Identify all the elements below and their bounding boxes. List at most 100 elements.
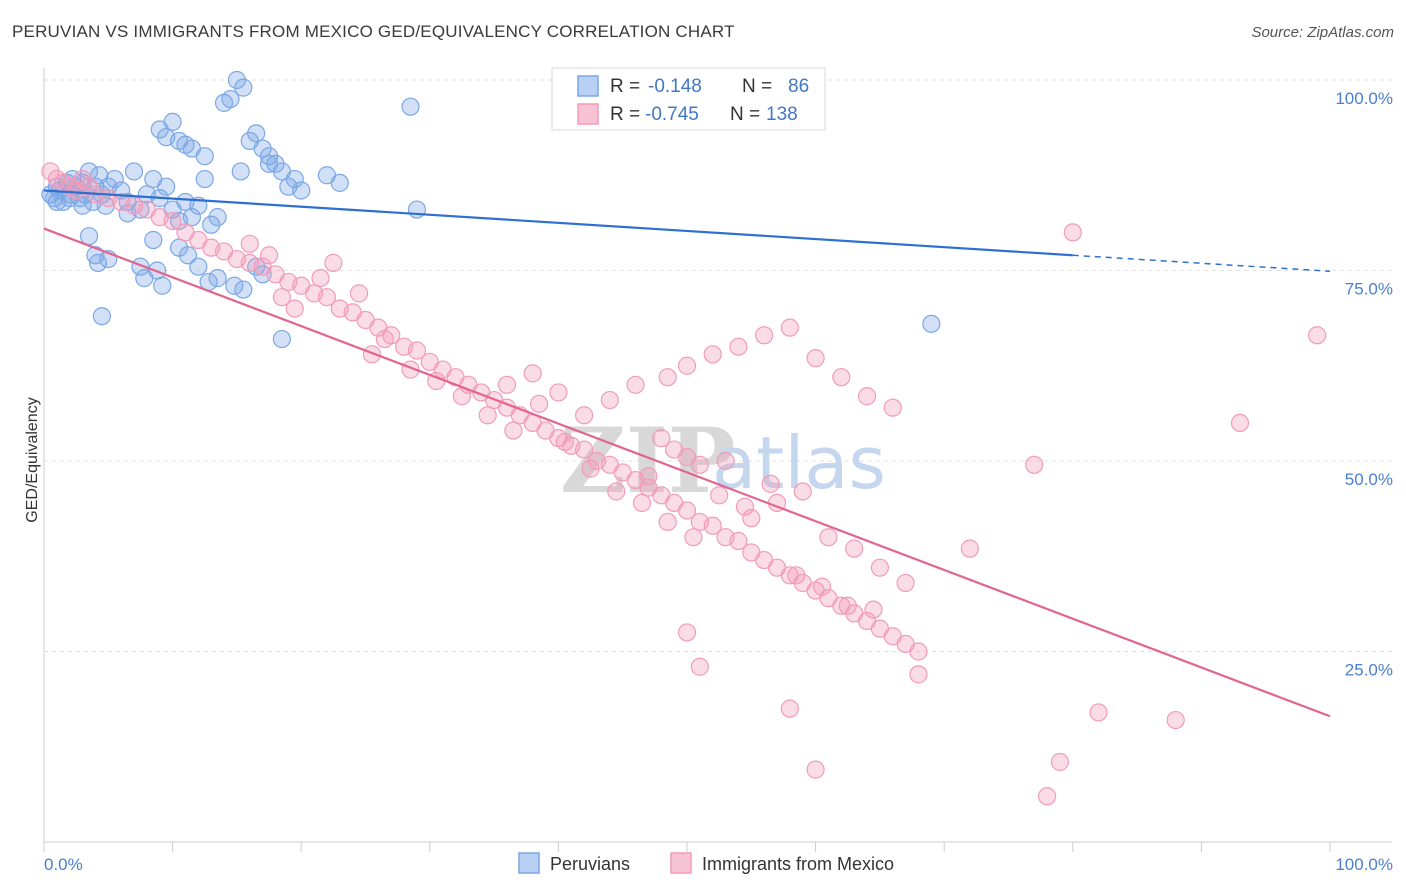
point-series-0-37 xyxy=(221,89,240,109)
legend-swatch-peruvians xyxy=(518,852,540,874)
point-series-1-101 xyxy=(652,429,671,448)
point-series-0-43 xyxy=(259,147,279,166)
point-series-1-127 xyxy=(857,387,877,406)
point-series-1-6 xyxy=(79,177,99,196)
point-series-1-74 xyxy=(311,269,330,288)
point-series-0-60 xyxy=(118,204,137,223)
point-series-1-115 xyxy=(549,383,568,402)
point-series-1-141 xyxy=(677,623,697,642)
point-series-1-73 xyxy=(324,253,343,272)
point-series-1-142 xyxy=(909,665,928,684)
trend-extension-0 xyxy=(1072,254,1331,273)
y-tick-labels: 100.0% 75.0% 50.0% 25.0% xyxy=(1335,89,1393,680)
point-series-0-76 xyxy=(272,329,292,349)
point-series-1-126 xyxy=(832,368,851,387)
point-series-1-123 xyxy=(755,326,774,345)
x-tick-label-right: 100.0% xyxy=(1335,855,1393,874)
point-series-0-39 xyxy=(234,78,253,97)
legend: Peruvians Immigrants from Mexico xyxy=(518,852,894,874)
point-series-1-98 xyxy=(838,596,857,615)
point-series-1-99 xyxy=(864,600,883,619)
point-series-1-55 xyxy=(703,516,722,535)
point-series-0-38 xyxy=(227,70,246,90)
point-series-1-117 xyxy=(600,390,619,410)
point-series-0-51 xyxy=(163,112,182,132)
point-series-0-72 xyxy=(234,280,253,299)
point-series-0-47 xyxy=(285,169,304,189)
watermark: ZIP atlas xyxy=(560,408,886,514)
y-tick-label-2: 50.0% xyxy=(1345,470,1393,489)
point-series-0-19 xyxy=(105,169,124,189)
point-series-0-80 xyxy=(231,162,250,181)
point-series-0-27 xyxy=(157,177,176,196)
point-series-1-76 xyxy=(272,288,292,307)
chart-title: PERUVIAN VS IMMIGRANTS FROM MEXICO GED/E… xyxy=(12,22,735,41)
point-series-1-105 xyxy=(716,451,735,471)
point-series-1-124 xyxy=(780,318,799,337)
point-series-1-136 xyxy=(1050,752,1070,772)
point-series-1-79 xyxy=(362,345,382,364)
point-series-0-22 xyxy=(124,162,144,181)
trend-line-0 xyxy=(43,189,1073,257)
point-series-1-13 xyxy=(163,211,182,231)
point-series-1-71 xyxy=(909,642,928,661)
point-series-1-90 xyxy=(632,493,652,513)
point-series-1-108 xyxy=(793,482,812,501)
point-series-1-87 xyxy=(555,432,574,452)
y-tick-label-1: 75.0% xyxy=(1345,280,1393,299)
point-series-1-128 xyxy=(883,398,902,417)
point-series-0-56 xyxy=(79,227,99,246)
point-series-1-94 xyxy=(735,497,754,516)
point-series-0-79 xyxy=(259,154,279,173)
point-series-1-93 xyxy=(710,486,729,505)
point-series-1-114 xyxy=(523,364,542,383)
point-series-1-45 xyxy=(575,440,594,459)
point-series-0-70 xyxy=(208,269,227,288)
point-series-1-130 xyxy=(1308,326,1327,345)
point-series-1-134 xyxy=(1089,703,1108,722)
point-series-1-95 xyxy=(761,474,780,493)
point-series-0-55 xyxy=(195,147,214,166)
point-series-0-86 xyxy=(73,196,92,215)
point-series-0-82 xyxy=(330,173,349,192)
point-series-1-120 xyxy=(677,356,697,375)
point-series-1-5 xyxy=(73,169,92,189)
point-series-1-91 xyxy=(658,512,677,532)
point-series-1-32 xyxy=(407,341,427,360)
point-series-0-68 xyxy=(189,257,208,276)
point-series-1-122 xyxy=(729,337,748,356)
point-series-0-58 xyxy=(88,253,108,272)
point-series-0-83 xyxy=(922,314,941,333)
point-series-1-72 xyxy=(349,284,369,303)
stats-swatch-mexico xyxy=(577,103,599,125)
point-series-1-104 xyxy=(690,455,709,474)
point-series-0-42 xyxy=(253,139,272,158)
y-tick-label-0: 100.0% xyxy=(1335,89,1393,108)
point-series-1-106 xyxy=(742,509,761,528)
point-series-1-85 xyxy=(504,421,523,440)
point-series-1-89 xyxy=(607,482,626,501)
point-series-1-112 xyxy=(896,573,915,593)
point-series-1-77 xyxy=(259,246,279,265)
point-series-1-92 xyxy=(684,528,703,547)
stats-n-value-2: 138 xyxy=(766,104,798,125)
point-series-1-97 xyxy=(812,577,832,596)
point-series-0-78 xyxy=(401,97,420,116)
stats-n-label-2: N = xyxy=(730,104,760,125)
point-series-0-41 xyxy=(247,124,266,143)
trend-layer xyxy=(43,189,1331,718)
point-series-0-31 xyxy=(182,208,201,227)
trend-line-1 xyxy=(43,227,1331,718)
legend-swatch-mexico xyxy=(670,852,692,874)
point-series-1-78 xyxy=(240,234,259,253)
point-series-0-77 xyxy=(407,200,427,219)
point-series-1-125 xyxy=(806,349,825,368)
point-series-0-71 xyxy=(225,276,244,295)
point-series-1-118 xyxy=(626,375,645,394)
point-series-0-44 xyxy=(266,154,285,173)
point-series-1-100 xyxy=(639,467,658,486)
point-series-1-75 xyxy=(285,299,304,318)
point-series-1-25 xyxy=(317,288,337,307)
stats-swatch-peruvians xyxy=(577,75,599,97)
